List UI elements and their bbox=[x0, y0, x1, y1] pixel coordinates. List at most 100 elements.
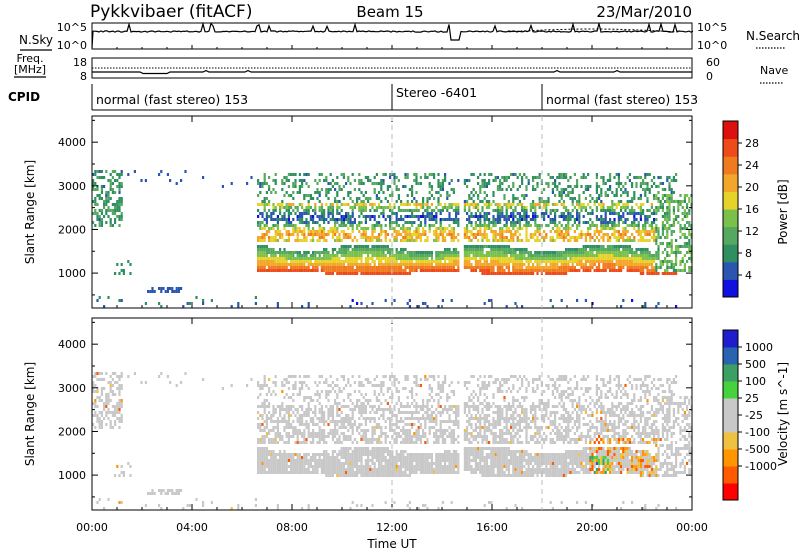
power-cell bbox=[567, 227, 570, 230]
power-cell bbox=[327, 260, 330, 263]
velocity-cell bbox=[257, 417, 260, 420]
velocity-cell bbox=[268, 438, 271, 441]
power-cell bbox=[648, 215, 651, 218]
power-cell bbox=[444, 266, 447, 269]
power-cell bbox=[657, 251, 660, 254]
power-cell bbox=[644, 266, 647, 269]
velocity-cell bbox=[351, 468, 354, 471]
power-cell bbox=[565, 215, 568, 218]
velocity-cell bbox=[109, 423, 112, 426]
power-cell bbox=[587, 254, 590, 257]
velocity-cell bbox=[105, 405, 108, 408]
velocity-cell bbox=[261, 441, 264, 444]
velocity-cell bbox=[272, 408, 275, 411]
power-cell bbox=[516, 230, 519, 233]
power-cell bbox=[404, 263, 407, 266]
power-cell bbox=[644, 173, 647, 176]
velocity-cell bbox=[265, 450, 268, 453]
power-cell bbox=[677, 203, 680, 206]
velocity-cell bbox=[329, 384, 332, 387]
velocity-cell bbox=[338, 468, 341, 471]
power-cell bbox=[490, 221, 493, 224]
power-cell bbox=[615, 194, 618, 197]
power-cell bbox=[683, 224, 686, 227]
power-cell bbox=[661, 209, 664, 212]
power-cell bbox=[400, 233, 403, 236]
power-cell bbox=[287, 233, 290, 236]
velocity-cell bbox=[276, 432, 279, 435]
velocity-cell bbox=[331, 387, 334, 390]
power-cell bbox=[534, 251, 537, 254]
power-cell bbox=[428, 185, 431, 188]
power-cell bbox=[580, 203, 583, 206]
velocity-cell bbox=[263, 468, 266, 471]
power-cell bbox=[591, 209, 594, 212]
power-cell bbox=[600, 203, 603, 206]
power-cell bbox=[589, 257, 592, 260]
velocity-cell bbox=[296, 411, 299, 414]
power-cell bbox=[591, 197, 594, 200]
power-cell bbox=[593, 200, 596, 203]
power-cell bbox=[263, 176, 266, 179]
power-cell bbox=[261, 257, 264, 260]
power-cell bbox=[380, 266, 383, 269]
power-cell bbox=[296, 236, 299, 239]
power-cell bbox=[287, 179, 290, 182]
velocity-cell bbox=[120, 405, 123, 408]
power-cell bbox=[463, 245, 466, 248]
velocity-cell bbox=[268, 411, 271, 414]
velocity-cell bbox=[336, 384, 339, 387]
power-cell bbox=[364, 230, 367, 233]
velocity-cell bbox=[320, 435, 323, 438]
power-cell bbox=[268, 266, 271, 269]
power-cell bbox=[668, 224, 671, 227]
velocity-cell bbox=[261, 429, 264, 432]
power-cell bbox=[474, 233, 477, 236]
power-cell bbox=[283, 194, 286, 197]
power-cell bbox=[331, 263, 334, 266]
power-cell bbox=[644, 230, 647, 233]
velocity-cell bbox=[301, 462, 304, 465]
power-cell bbox=[604, 224, 607, 227]
power-cell bbox=[342, 224, 345, 227]
power-cell bbox=[600, 200, 603, 203]
power-cell bbox=[367, 239, 370, 242]
power-cell bbox=[408, 230, 411, 233]
power-cell bbox=[202, 302, 205, 305]
velocity-cell bbox=[257, 384, 260, 387]
power-cell bbox=[265, 230, 268, 233]
velocity-cell bbox=[347, 435, 350, 438]
velocity-cell bbox=[279, 456, 282, 459]
velocity-cell bbox=[100, 378, 103, 381]
power-cell bbox=[384, 197, 387, 200]
power-cell bbox=[360, 251, 363, 254]
power-cell bbox=[347, 191, 350, 194]
power-cell bbox=[307, 269, 310, 272]
power-cell bbox=[441, 251, 444, 254]
power-cell bbox=[378, 191, 381, 194]
velocity-cell bbox=[323, 459, 326, 462]
power-cell bbox=[657, 257, 660, 260]
velocity-cell bbox=[307, 423, 310, 426]
velocity-cell bbox=[296, 453, 299, 456]
velocity-cell bbox=[327, 453, 330, 456]
power-cell bbox=[158, 302, 161, 305]
power-cell bbox=[353, 269, 356, 272]
power-cell bbox=[622, 239, 625, 242]
power-cell bbox=[545, 233, 548, 236]
power-cell bbox=[595, 185, 598, 188]
power-cell bbox=[373, 215, 376, 218]
power-cell bbox=[521, 182, 524, 185]
power-cell bbox=[631, 266, 634, 269]
power-cell bbox=[483, 203, 486, 206]
power-cell bbox=[606, 194, 609, 197]
power-cell bbox=[633, 266, 636, 269]
power-cell bbox=[633, 215, 636, 218]
power-cell bbox=[285, 260, 288, 263]
power-cell bbox=[666, 251, 669, 254]
velocity-cell bbox=[340, 456, 343, 459]
power-cell bbox=[470, 251, 473, 254]
power-cell bbox=[437, 191, 440, 194]
power-cell bbox=[580, 206, 583, 209]
power-cell bbox=[118, 209, 121, 212]
